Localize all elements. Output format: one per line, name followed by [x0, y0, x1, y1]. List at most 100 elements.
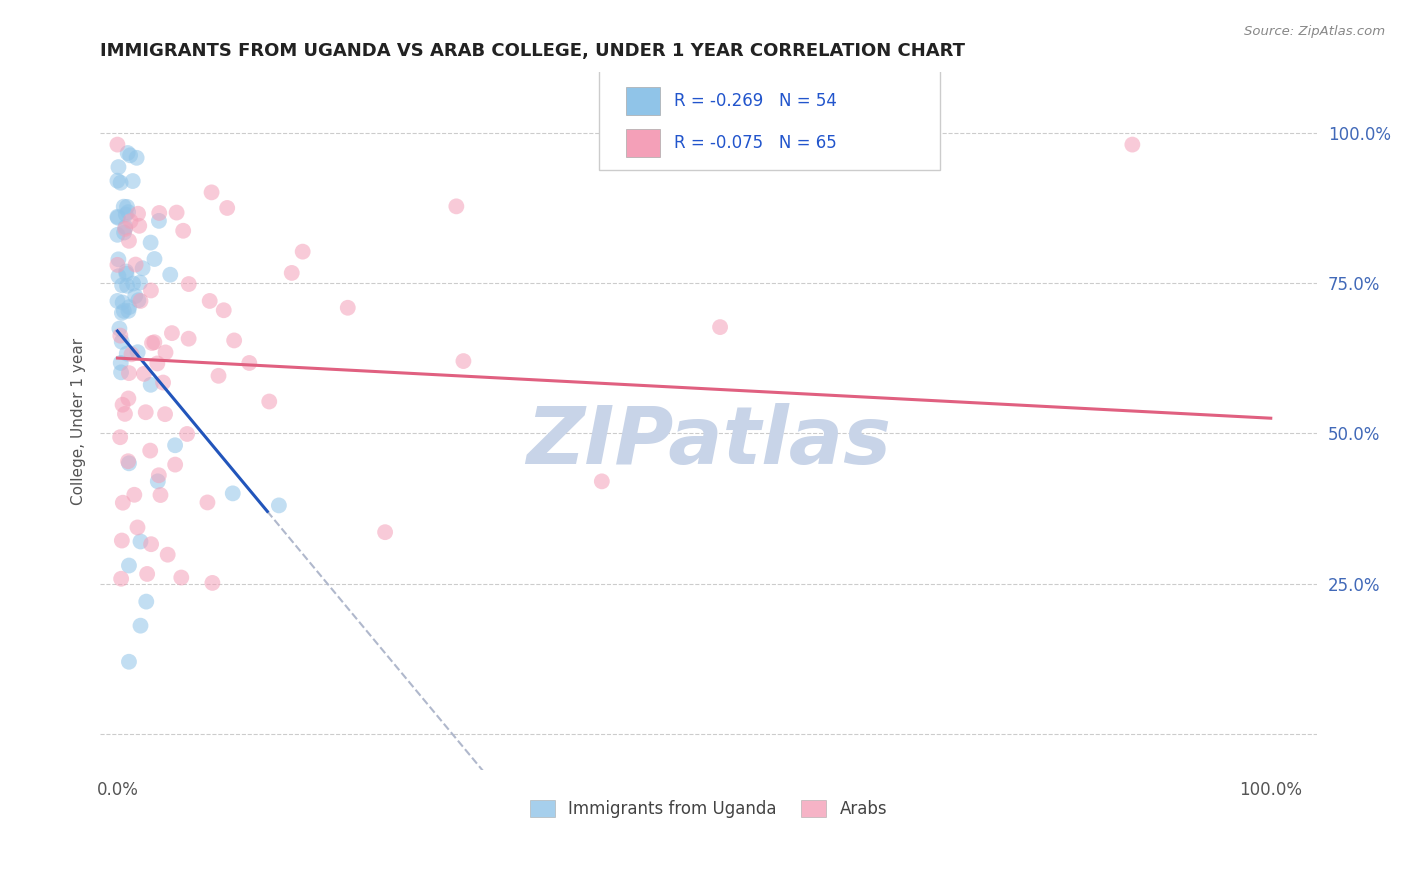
Point	[110, 328, 132, 343]
Point	[110, 365, 132, 379]
Point	[111, 533, 134, 548]
Point	[124, 488, 146, 502]
Point	[176, 427, 198, 442]
Point	[107, 174, 129, 188]
Point	[143, 252, 166, 266]
Point	[146, 475, 169, 489]
Point	[453, 354, 475, 368]
Point	[155, 345, 177, 359]
Point	[111, 306, 134, 320]
Point	[139, 284, 162, 298]
Point	[115, 267, 138, 281]
Point	[107, 160, 129, 174]
Point	[165, 438, 187, 452]
Point	[128, 219, 150, 233]
Point	[120, 148, 142, 162]
Point	[121, 174, 143, 188]
Point	[224, 334, 246, 348]
Point	[108, 321, 131, 335]
Point	[135, 405, 157, 419]
Point	[107, 258, 129, 272]
Point	[146, 356, 169, 370]
Point	[107, 137, 129, 152]
Point	[127, 207, 149, 221]
Point	[139, 377, 162, 392]
Point	[124, 258, 146, 272]
Point	[200, 186, 222, 200]
Point	[159, 268, 181, 282]
Point	[125, 151, 148, 165]
Point	[148, 214, 170, 228]
Point	[267, 499, 290, 513]
Point	[149, 488, 172, 502]
Point	[114, 207, 136, 221]
Point	[156, 548, 179, 562]
Point	[129, 276, 152, 290]
Point	[201, 575, 224, 590]
Point	[291, 244, 314, 259]
Point	[160, 326, 183, 340]
Point	[148, 468, 170, 483]
Text: Source: ZipAtlas.com: Source: ZipAtlas.com	[1244, 25, 1385, 38]
Point	[212, 303, 235, 318]
Point	[1121, 137, 1143, 152]
Point	[127, 520, 149, 534]
Point	[110, 572, 132, 586]
Bar	[626, 87, 659, 115]
Point	[132, 367, 155, 381]
Point	[107, 211, 129, 225]
Point	[177, 277, 200, 291]
Point	[122, 277, 145, 291]
Point	[591, 475, 613, 489]
Point	[114, 219, 136, 234]
Point	[112, 226, 135, 240]
Point	[117, 303, 139, 318]
Point	[115, 200, 138, 214]
Point	[110, 356, 132, 370]
Point	[111, 496, 134, 510]
Point	[118, 234, 141, 248]
Point	[117, 146, 139, 161]
Point	[112, 200, 135, 214]
Point	[111, 278, 134, 293]
Point	[118, 366, 141, 380]
Point	[153, 407, 176, 421]
Text: IMMIGRANTS FROM UGANDA VS ARAB COLLEGE, UNDER 1 YEAR CORRELATION CHART: IMMIGRANTS FROM UGANDA VS ARAB COLLEGE, …	[100, 42, 965, 60]
Point	[120, 214, 142, 228]
Point	[129, 293, 152, 308]
Point	[110, 176, 132, 190]
Point	[177, 332, 200, 346]
Y-axis label: College, Under 1 year: College, Under 1 year	[72, 338, 86, 505]
Point	[111, 398, 134, 412]
Point	[107, 293, 129, 308]
Point	[207, 368, 229, 383]
Legend: Immigrants from Uganda, Arabs: Immigrants from Uganda, Arabs	[523, 793, 894, 824]
Point	[112, 304, 135, 318]
Point	[115, 346, 138, 360]
Point	[222, 486, 245, 500]
Point	[115, 264, 138, 278]
Point	[114, 407, 136, 421]
FancyBboxPatch shape	[599, 65, 939, 170]
Point	[118, 558, 141, 573]
Point	[117, 392, 139, 406]
Point	[129, 534, 152, 549]
Point	[139, 443, 162, 458]
Point	[139, 537, 162, 551]
Point	[197, 495, 219, 509]
Point	[165, 458, 187, 472]
Point	[141, 336, 163, 351]
Point	[143, 335, 166, 350]
Point	[118, 655, 141, 669]
Point	[124, 289, 146, 303]
Point	[108, 430, 131, 444]
Point	[131, 261, 153, 276]
Point	[107, 269, 129, 284]
Point	[152, 376, 174, 390]
Point	[172, 224, 194, 238]
Text: ZIPatlas: ZIPatlas	[526, 403, 891, 481]
Point	[166, 205, 188, 219]
Point	[198, 293, 221, 308]
Point	[336, 301, 359, 315]
Point	[136, 566, 159, 581]
